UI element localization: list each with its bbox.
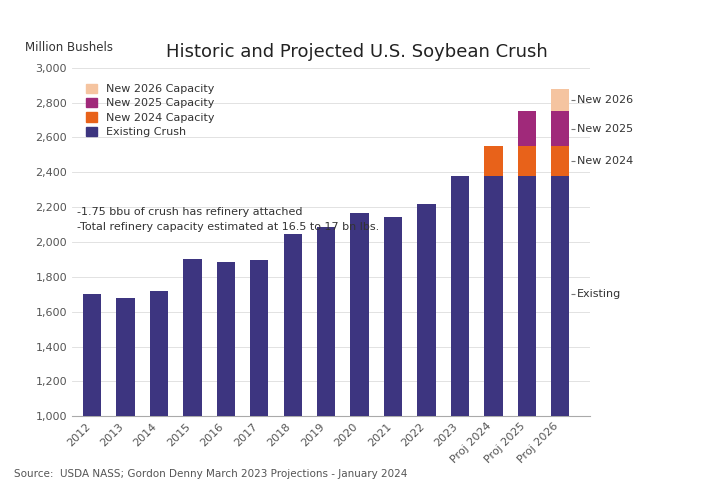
- Bar: [485, 146, 503, 176]
- Bar: [551, 89, 570, 111]
- Bar: [351, 213, 369, 484]
- Text: New 2025: New 2025: [577, 124, 633, 134]
- Bar: [284, 234, 302, 484]
- Bar: [518, 111, 536, 146]
- Text: New 2024: New 2024: [577, 156, 634, 166]
- Text: Million Bushels: Million Bushels: [25, 41, 113, 54]
- Text: -1.75 bbu of crush has refinery attached
-Total refinery capacity estimated at 1: -1.75 bbu of crush has refinery attached…: [77, 207, 379, 232]
- Text: Existing: Existing: [577, 289, 621, 299]
- Bar: [117, 298, 135, 484]
- Text: Source:  USDA NASS; Gordon Denny March 2023 Projections - January 2024: Source: USDA NASS; Gordon Denny March 20…: [14, 469, 408, 479]
- Bar: [451, 176, 469, 484]
- Title: Historic and Projected U.S. Soybean Crush: Historic and Projected U.S. Soybean Crus…: [166, 43, 548, 60]
- Bar: [83, 294, 102, 484]
- Bar: [551, 176, 570, 484]
- Bar: [551, 111, 570, 146]
- Bar: [485, 176, 503, 484]
- Bar: [250, 260, 269, 484]
- Text: New 2026: New 2026: [577, 95, 633, 105]
- Bar: [317, 227, 336, 484]
- Legend: New 2026 Capacity, New 2025 Capacity, New 2024 Capacity, Existing Crush: New 2026 Capacity, New 2025 Capacity, Ne…: [83, 80, 218, 140]
- Bar: [418, 204, 436, 484]
- Bar: [150, 291, 168, 484]
- Bar: [384, 217, 402, 484]
- Bar: [551, 146, 570, 176]
- Bar: [183, 259, 202, 484]
- Bar: [518, 176, 536, 484]
- Bar: [518, 146, 536, 176]
- Bar: [217, 262, 235, 484]
